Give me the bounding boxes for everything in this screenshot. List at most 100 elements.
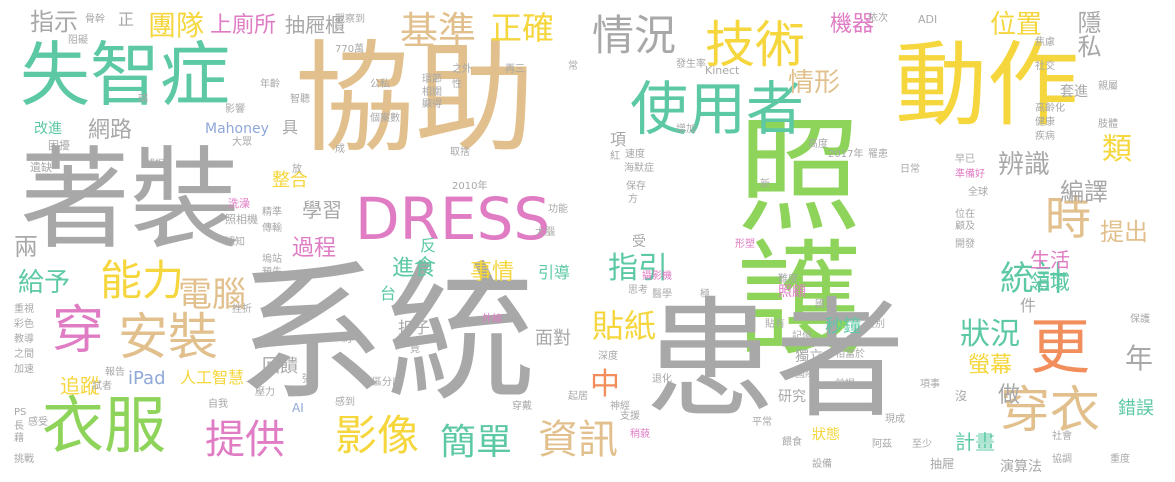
cloud-word: 藉 — [14, 433, 24, 444]
cloud-word: 保存 — [626, 181, 646, 192]
cloud-word: 隱私 — [1073, 10, 1101, 58]
cloud-word: 使用者 — [630, 75, 805, 143]
cloud-word: 相關 — [422, 87, 442, 98]
cloud-word: 兩 — [14, 233, 38, 261]
cloud-word: iPad — [128, 368, 166, 389]
cloud-word: 動作 — [895, 32, 1080, 139]
cloud-word: 獨立 — [795, 349, 823, 365]
cloud-word: 海默症 — [624, 163, 654, 174]
cloud-word: 整合 — [272, 170, 308, 191]
cloud-word: 追蹤 — [60, 374, 100, 398]
cloud-word: 台 — [380, 284, 397, 303]
cloud-word: 回饋 — [262, 356, 298, 377]
cloud-word: 性別 — [865, 319, 885, 330]
cloud-word: 件 — [1020, 296, 1037, 315]
cloud-word: 錯誤 — [1118, 398, 1154, 419]
cloud-word: 給予 — [18, 268, 71, 298]
cloud-word: 起居 — [568, 391, 588, 402]
cloud-word: 扣子 — [398, 318, 431, 337]
cloud-word: 領域 — [1030, 270, 1070, 294]
cloud-word: 社會 — [1052, 431, 1072, 442]
cloud-word: 進食 — [392, 256, 437, 281]
cloud-word: 常 — [568, 61, 578, 72]
cloud-word: 焦慮 — [1035, 37, 1055, 48]
cloud-word: 編譯 — [1060, 178, 1108, 206]
cloud-word: 指引 — [608, 251, 668, 286]
cloud-word: 加速 — [14, 364, 34, 375]
cloud-word: 健康 — [1035, 117, 1055, 128]
cloud-word: 計畫 — [955, 430, 995, 454]
cloud-word: 國際 — [795, 369, 815, 380]
cloud-word: 研究 — [778, 389, 806, 405]
cloud-word: 感受 — [28, 417, 48, 428]
cloud-word: 辨識 — [998, 150, 1051, 180]
cloud-word: Mahoney — [205, 121, 269, 137]
cloud-word: 做 — [998, 383, 1021, 408]
cloud-word: 能力 — [100, 256, 185, 305]
cloud-word: 社交 — [1035, 61, 1055, 72]
cloud-word: 支援 — [620, 411, 640, 422]
cloud-word: 系統 — [236, 248, 537, 422]
cloud-word: 正確 — [490, 9, 555, 47]
cloud-word: 退化 — [652, 374, 672, 385]
cloud-word: 類 — [1102, 132, 1132, 167]
cloud-word: 團隊 — [148, 9, 205, 42]
cloud-word: 大腦 — [535, 227, 555, 238]
cloud-word: 罹患 — [868, 149, 888, 160]
cloud-word: 統計 — [1000, 259, 1068, 299]
cloud-word: 患者 — [645, 284, 906, 436]
cloud-word: 正 — [118, 10, 135, 29]
cloud-word: ADI — [918, 13, 938, 26]
cloud-word: 區分出 — [372, 377, 402, 388]
cloud-word: 衣服 — [42, 389, 167, 462]
cloud-word: PS — [14, 407, 27, 418]
cloud-word: 反 — [420, 236, 437, 255]
cloud-word: 準備好 — [955, 169, 985, 180]
cloud-word: 協調 — [1052, 454, 1072, 465]
cloud-word: 年齡 — [260, 79, 280, 90]
cloud-word: 位在 — [955, 209, 975, 220]
cloud-word: 親屬 — [1098, 81, 1118, 92]
cloud-word: 之間 — [14, 349, 34, 360]
cloud-word: 觀察到 — [335, 14, 365, 25]
cloud-word: 大眾 — [232, 137, 252, 148]
cloud-word: 穿衣 — [1000, 381, 1100, 439]
cloud-word: 試者 — [92, 381, 112, 392]
cloud-word: 新 — [760, 179, 770, 190]
cloud-word: 至少 — [912, 439, 932, 450]
cloud-word: 上廁所 — [210, 13, 277, 38]
cloud-word: 洗澡 — [228, 197, 250, 210]
cloud-word: 2017年 — [828, 149, 864, 160]
cloud-word: 預先 — [262, 267, 282, 278]
cloud-word: 全球 — [968, 187, 988, 198]
cloud-word: 記億 — [792, 331, 812, 342]
cloud-word: 抽屜 — [930, 457, 955, 471]
cloud-word: 深度 — [598, 351, 618, 362]
cloud-word: 著裝 — [20, 136, 240, 264]
cloud-word: 性 — [452, 79, 462, 90]
cloud-word: 瑞 — [138, 94, 148, 105]
cloud-word: Kinect — [705, 64, 740, 77]
cloud-word: 設備 — [812, 459, 832, 470]
cloud-word: 極 — [700, 289, 710, 300]
cloud-word: 速度 — [625, 149, 645, 160]
cloud-word: 精準 — [262, 207, 282, 218]
cloud-word: 重視 — [14, 304, 34, 315]
cloud-word: 年 — [1125, 342, 1154, 375]
cloud-word: 骨幹 — [85, 14, 105, 25]
cloud-word: 現成 — [885, 414, 905, 425]
cloud-word: 取捨 — [450, 147, 470, 158]
cloud-word: 穿戴 — [512, 401, 532, 412]
cloud-word: 國家 — [815, 299, 835, 310]
cloud-word: 狀況 — [960, 317, 1020, 352]
cloud-word: 餵食 — [782, 437, 802, 448]
cloud-word: 協助 — [295, 30, 535, 169]
cloud-word: 具 — [282, 118, 299, 137]
cloud-word: 功能 — [548, 204, 568, 215]
cloud-word: 穿 — [52, 301, 105, 361]
cloud-word: 學習 — [302, 198, 342, 222]
cloud-word: 張 — [302, 374, 312, 385]
cloud-word: 高度 — [808, 139, 828, 150]
cloud-word: 難度 — [778, 274, 798, 285]
